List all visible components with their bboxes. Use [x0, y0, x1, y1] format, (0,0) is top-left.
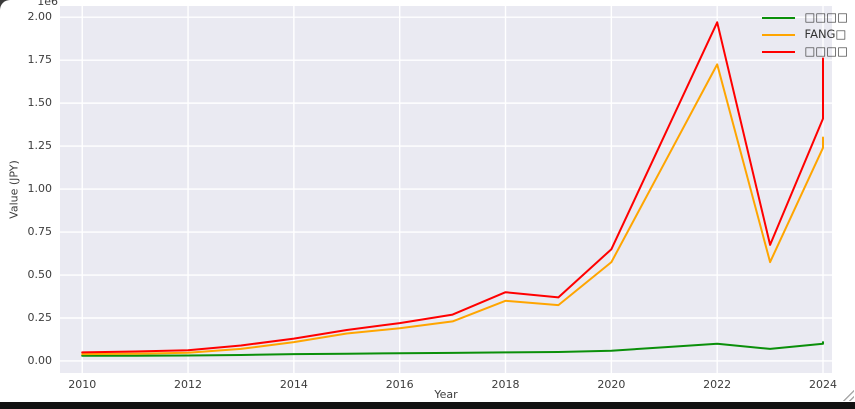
x-tick-label: 2018 — [491, 378, 520, 391]
series-line — [81, 341, 824, 357]
y-tick-label: 2.00 — [27, 10, 53, 24]
window-bottom-bar — [0, 402, 855, 409]
plot-area — [60, 6, 832, 373]
y-tick-label: 1.75 — [27, 53, 53, 67]
y-tick-label: 0.50 — [27, 268, 53, 282]
legend-label: FANG□ — [804, 27, 847, 41]
legend-line-swatch — [761, 33, 795, 36]
x-tick-label: 2022 — [703, 378, 732, 391]
y-tick-label: 0.00 — [27, 353, 53, 367]
legend-line-swatch — [761, 16, 795, 19]
legend-line-swatch — [761, 50, 795, 53]
y-tick-label: 1.50 — [27, 96, 53, 110]
x-tick-label: 2016 — [385, 378, 414, 391]
x-axis-label: Year — [434, 388, 458, 401]
x-tick-label: 2012 — [174, 378, 203, 391]
series-line — [81, 21, 824, 354]
legend-item: □□□□ — [761, 9, 848, 26]
axis-offset-label: 1e6 — [37, 0, 58, 8]
x-tick-label: 2024 — [809, 378, 837, 391]
x-tick-label: 2020 — [597, 378, 626, 391]
series-line — [81, 63, 824, 356]
chart-legend: □□□□ FANG□ □□□□ — [761, 9, 848, 60]
y-tick-label: 0.75 — [27, 225, 53, 239]
y-tick-label: 0.25 — [27, 310, 53, 324]
x-tick-label: 2010 — [68, 378, 97, 391]
legend-label: □□□□ — [804, 10, 848, 24]
y-tick-label: 1.00 — [27, 182, 53, 196]
line-chart — [60, 6, 832, 373]
legend-item: FANG□ — [761, 26, 848, 43]
legend-label: □□□□ — [804, 44, 848, 58]
legend-item: □□□□ — [761, 43, 848, 60]
y-tick-label: 1.25 — [27, 139, 53, 153]
x-tick-label: 2014 — [279, 378, 308, 391]
